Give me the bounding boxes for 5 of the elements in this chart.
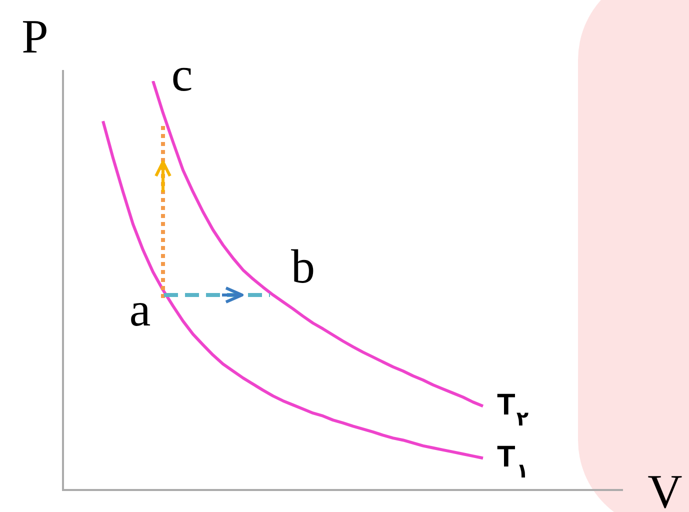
annotation: a bbox=[129, 284, 151, 337]
y-axis-title: P bbox=[22, 10, 48, 64]
annotation: b bbox=[291, 240, 315, 294]
annotation: c bbox=[171, 48, 193, 102]
x-axis-title: V bbox=[648, 466, 683, 512]
